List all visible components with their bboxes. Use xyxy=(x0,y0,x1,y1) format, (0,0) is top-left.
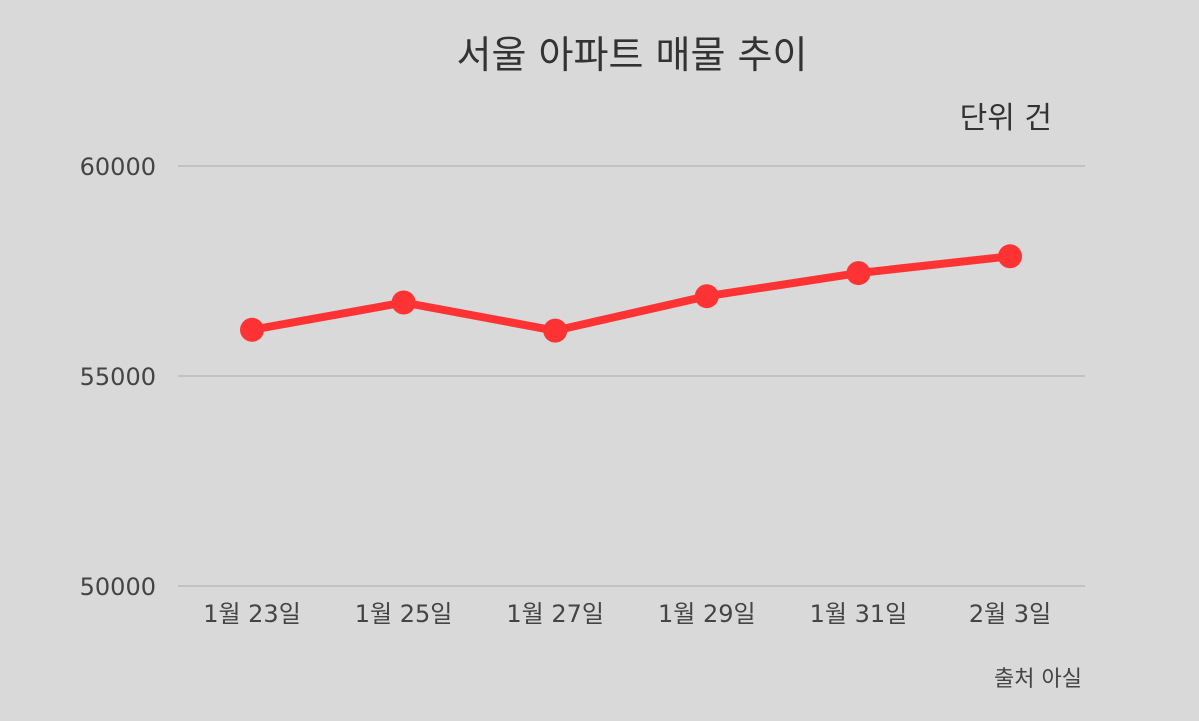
y-tick-label: 55000 xyxy=(80,363,156,391)
x-axis-tick-labels: 1월 23일 1월 25일 1월 27일 1월 29일 1월 31일 2월 3일 xyxy=(203,600,1051,628)
x-tick-label: 1월 29일 xyxy=(658,600,756,628)
chart-title: 서울 아파트 매물 추이 xyxy=(457,33,808,77)
x-tick-label: 1월 31일 xyxy=(810,600,908,628)
unit-label: 단위 건 xyxy=(960,101,1052,136)
data-point xyxy=(240,317,264,342)
x-tick-label: 2월 3일 xyxy=(969,600,1051,628)
grid-lines xyxy=(178,165,1085,587)
x-tick-label: 1월 25일 xyxy=(355,600,453,628)
y-tick-label: 60000 xyxy=(80,153,156,181)
data-point xyxy=(998,244,1022,269)
source-label: 출처 아실 xyxy=(994,667,1082,692)
y-tick-label: 50000 xyxy=(80,573,156,601)
series-line-group xyxy=(240,244,1022,343)
data-point xyxy=(694,284,719,309)
series-line xyxy=(248,252,1014,335)
y-axis-tick-labels: 60000 55000 50000 xyxy=(80,153,156,601)
data-point xyxy=(391,290,416,315)
x-tick-label: 1월 27일 xyxy=(506,600,604,628)
data-point xyxy=(543,318,568,343)
data-point xyxy=(846,261,871,286)
x-tick-label: 1월 23일 xyxy=(203,600,301,628)
